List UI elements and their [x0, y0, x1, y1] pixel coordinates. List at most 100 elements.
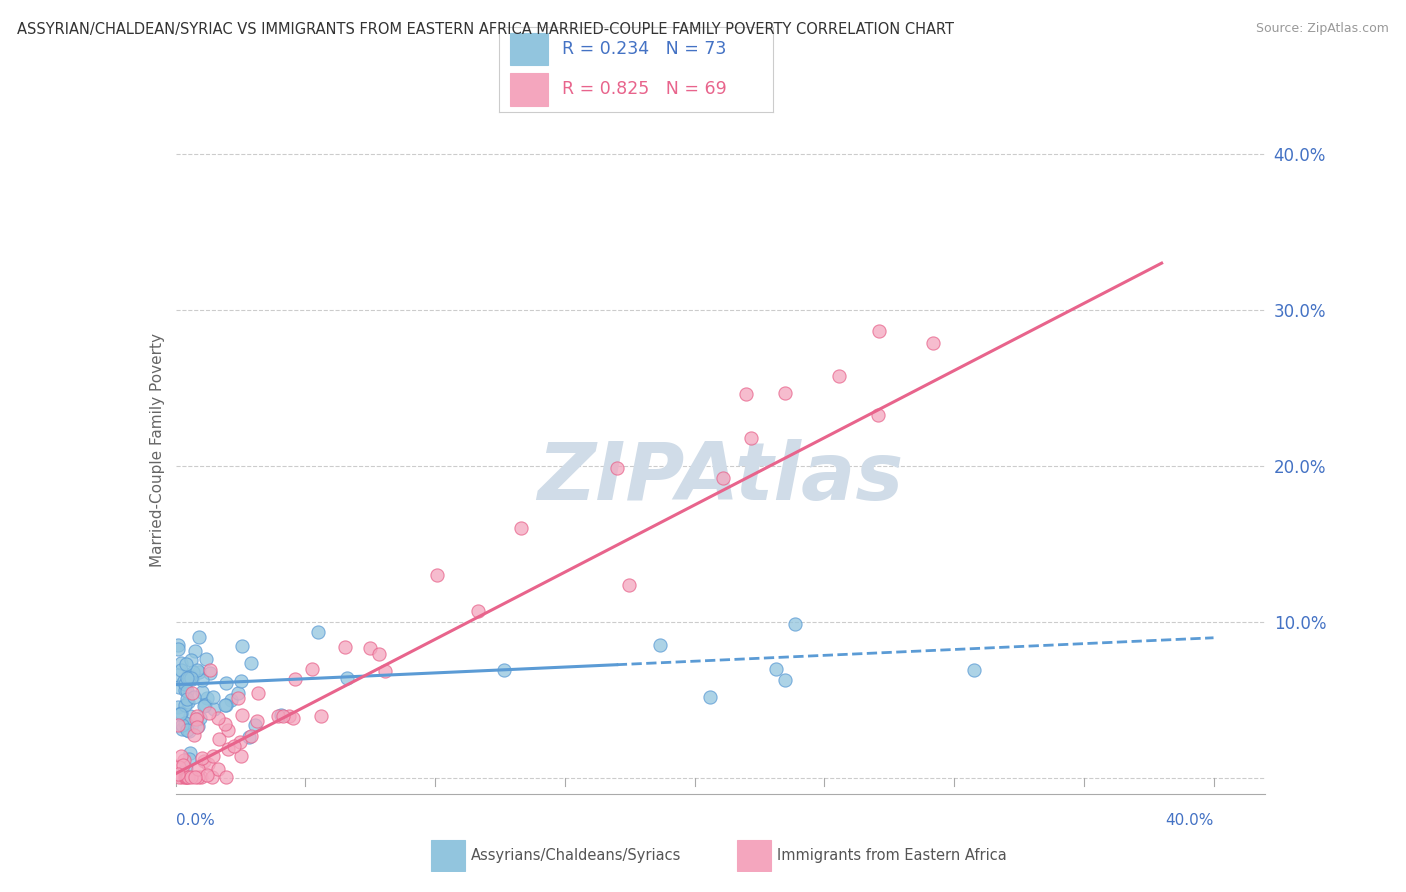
Point — [246, 686, 269, 700]
Point — [510, 521, 533, 535]
Point — [174, 761, 197, 775]
Point — [177, 667, 200, 681]
Point — [962, 663, 984, 677]
Point — [167, 770, 190, 784]
Point — [176, 770, 198, 784]
Point — [186, 709, 208, 723]
Point — [167, 717, 190, 731]
Point — [183, 728, 205, 742]
Point — [177, 671, 200, 685]
Point — [195, 691, 218, 706]
Point — [167, 680, 190, 694]
Point — [172, 723, 194, 737]
Point — [183, 770, 205, 784]
Point — [190, 750, 212, 764]
Point — [202, 749, 225, 764]
Point — [208, 731, 231, 746]
Point — [180, 717, 202, 731]
Point — [187, 631, 209, 645]
Point — [284, 672, 307, 686]
Point — [214, 717, 236, 731]
Text: R = 0.825   N = 69: R = 0.825 N = 69 — [562, 80, 727, 98]
Point — [359, 641, 381, 656]
Point — [374, 664, 396, 678]
Point — [201, 690, 224, 705]
Point — [173, 674, 195, 689]
Point — [169, 663, 191, 677]
Text: Assyrians/Chaldeans/Syriacs: Assyrians/Chaldeans/Syriacs — [471, 848, 682, 863]
Point — [197, 757, 219, 772]
Point — [773, 673, 796, 688]
Point — [246, 714, 269, 729]
Point — [335, 671, 357, 685]
Point — [198, 663, 221, 677]
Text: ASSYRIAN/CHALDEAN/SYRIAC VS IMMIGRANTS FROM EASTERN AFRICA MARRIED-COUPLE FAMILY: ASSYRIAN/CHALDEAN/SYRIAC VS IMMIGRANTS F… — [17, 22, 953, 37]
Point — [167, 638, 190, 652]
Point — [179, 752, 201, 766]
Point — [176, 692, 198, 706]
Point — [170, 706, 193, 720]
Point — [167, 667, 190, 681]
Point — [773, 386, 796, 401]
Point — [170, 748, 193, 763]
Point — [187, 762, 209, 776]
Point — [217, 723, 239, 737]
Point — [190, 770, 212, 784]
Point — [214, 676, 236, 690]
Point — [239, 656, 262, 670]
Point — [367, 647, 389, 661]
Point — [187, 770, 209, 784]
Bar — [510, 33, 548, 65]
Point — [187, 718, 209, 732]
Point — [195, 651, 218, 665]
Point — [231, 639, 253, 653]
Point — [174, 770, 197, 784]
Point — [176, 723, 198, 738]
Point — [193, 698, 215, 713]
Point — [183, 665, 205, 679]
Point — [170, 656, 193, 670]
Point — [172, 758, 194, 772]
Point — [231, 673, 253, 688]
Point — [177, 723, 200, 738]
Point — [172, 718, 194, 732]
Point — [181, 672, 204, 686]
Text: Source: ZipAtlas.com: Source: ZipAtlas.com — [1256, 22, 1389, 36]
Point — [699, 690, 721, 704]
Point — [281, 710, 304, 724]
Point — [783, 617, 806, 632]
Point — [229, 749, 252, 764]
Point — [309, 709, 332, 723]
Point — [174, 716, 197, 731]
Point — [193, 698, 215, 713]
Point — [180, 653, 202, 667]
Point — [191, 673, 214, 688]
Point — [174, 683, 197, 698]
Point — [200, 770, 222, 784]
Point — [492, 663, 515, 677]
Point — [426, 568, 449, 582]
Point — [301, 662, 323, 676]
Point — [193, 754, 215, 768]
Point — [198, 666, 221, 681]
Point — [167, 760, 190, 774]
Point — [188, 710, 211, 724]
Point — [827, 369, 849, 384]
Point — [191, 685, 214, 699]
Text: 0.0%: 0.0% — [176, 813, 215, 828]
Point — [167, 699, 190, 714]
Point — [228, 734, 250, 748]
Y-axis label: Married-Couple Family Poverty: Married-Couple Family Poverty — [149, 334, 165, 567]
Point — [183, 690, 205, 705]
Point — [650, 638, 672, 652]
Bar — [430, 840, 465, 871]
Point — [172, 675, 194, 690]
Point — [207, 711, 229, 725]
Point — [180, 770, 202, 784]
Point — [307, 624, 329, 639]
Point — [186, 663, 208, 677]
Point — [176, 671, 198, 685]
Point — [606, 461, 628, 475]
Point — [277, 709, 299, 723]
Point — [217, 742, 239, 756]
